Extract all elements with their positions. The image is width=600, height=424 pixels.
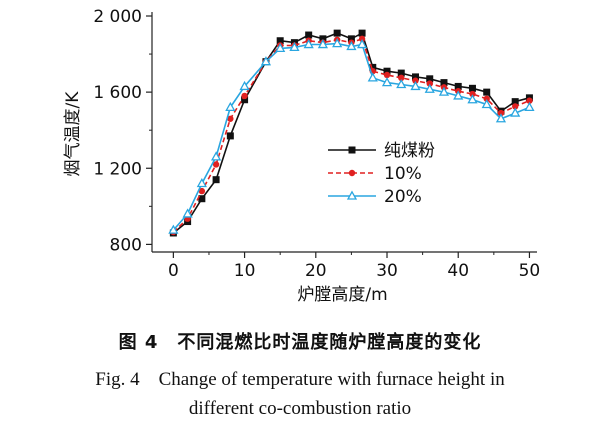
data-point xyxy=(358,29,366,37)
legend-marker xyxy=(346,190,358,200)
legend: 纯煤粉 10% 20% xyxy=(328,141,435,207)
data-point xyxy=(227,115,234,122)
legend-label: 10% xyxy=(384,164,422,184)
data-point xyxy=(495,113,507,123)
data-point xyxy=(397,69,405,77)
data-point xyxy=(168,224,179,234)
data-point xyxy=(356,39,368,49)
data-point xyxy=(424,83,435,93)
data-point xyxy=(303,39,314,49)
axes: 800 1 200 1 600 2 000 0 10 20 30 40 50 炉膛高度/m 烟气温度/… xyxy=(63,7,540,305)
data-point xyxy=(212,161,220,168)
figure-caption-english-line-2: different co-combustion ratio xyxy=(188,398,412,419)
data-point xyxy=(275,42,286,53)
x-tick-label: 30 xyxy=(376,261,398,281)
y-axis-title: 烟气温度/K xyxy=(63,91,83,177)
x-axis-title: 炉膛高度/m xyxy=(297,285,387,305)
data-point xyxy=(332,38,343,48)
data-point xyxy=(398,74,405,82)
x-tick-label: 50 xyxy=(519,261,541,281)
legend-label: 纯煤粉 xyxy=(384,141,435,161)
data-point xyxy=(198,187,206,195)
data-point xyxy=(467,94,478,104)
legend-entry-1: 纯煤粉 xyxy=(328,141,435,161)
data-point xyxy=(526,97,533,104)
x-tick-label: 0 xyxy=(168,261,179,281)
data-point xyxy=(305,31,313,39)
data-point xyxy=(483,95,490,102)
data-point xyxy=(212,176,220,184)
legend-marker xyxy=(348,146,356,154)
data-point xyxy=(510,107,521,117)
line-chart: 800 1 200 1 600 2 000 0 10 20 30 40 50 炉膛高度/m 烟气温度/… xyxy=(63,7,540,305)
legend-entry-3: 20% xyxy=(328,187,422,207)
data-point xyxy=(440,79,448,87)
data-point xyxy=(396,78,407,89)
data-point xyxy=(426,75,434,83)
data-point xyxy=(276,37,284,45)
legend-marker xyxy=(348,169,356,177)
x-tick-label: 20 xyxy=(305,261,327,281)
legend-entry-2: 10% xyxy=(328,164,422,184)
data-point xyxy=(438,86,450,96)
data-point xyxy=(317,39,329,49)
data-point xyxy=(333,29,341,37)
series-2 xyxy=(170,35,533,236)
y-tick-label: 2 000 xyxy=(93,7,142,27)
data-point xyxy=(524,101,535,112)
data-point xyxy=(454,82,462,90)
data-point xyxy=(182,208,193,218)
data-point xyxy=(239,80,250,91)
data-point xyxy=(511,98,519,106)
data-point xyxy=(511,103,519,110)
data-point xyxy=(426,80,433,87)
data-point xyxy=(469,90,476,98)
data-point xyxy=(289,41,300,52)
data-point xyxy=(347,35,355,43)
data-point xyxy=(358,35,366,43)
data-point xyxy=(241,92,248,100)
y-tick-label: 1 200 xyxy=(93,159,142,179)
data-point xyxy=(369,63,377,71)
data-point xyxy=(260,56,272,66)
data-point xyxy=(367,72,378,82)
x-tick-label: 40 xyxy=(447,261,469,281)
series-line xyxy=(172,31,530,234)
data-point xyxy=(481,98,492,109)
data-point xyxy=(196,177,207,188)
data-point xyxy=(226,132,234,140)
series-1 xyxy=(169,29,533,237)
data-point xyxy=(383,67,391,75)
data-point xyxy=(497,109,505,117)
y-tick-label: 800 xyxy=(110,235,142,255)
data-point xyxy=(468,84,476,92)
x-tick-label: 10 xyxy=(234,261,256,281)
data-point xyxy=(381,77,393,87)
data-point xyxy=(241,96,249,104)
series-3 xyxy=(168,38,535,234)
data-point xyxy=(225,101,236,112)
data-point xyxy=(453,90,464,100)
figure-caption-chinese: 图 4 不同混燃比时温度随炉膛高度的变化 xyxy=(118,332,482,353)
series-line xyxy=(172,42,530,231)
y-tick-label: 1 600 xyxy=(93,83,142,103)
data-point xyxy=(319,35,327,43)
data-point xyxy=(346,40,357,51)
legend-label: 20% xyxy=(384,187,422,207)
data-point xyxy=(412,77,419,84)
data-point xyxy=(483,88,491,96)
data-point xyxy=(411,73,419,81)
data-point xyxy=(410,80,421,91)
series-group xyxy=(168,29,535,237)
data-point xyxy=(210,151,222,161)
data-point xyxy=(383,71,391,79)
figure-caption-english-line-1: Fig. 4 Change of temperature with furnac… xyxy=(95,369,505,390)
data-point xyxy=(198,195,206,203)
series-line xyxy=(172,37,530,233)
